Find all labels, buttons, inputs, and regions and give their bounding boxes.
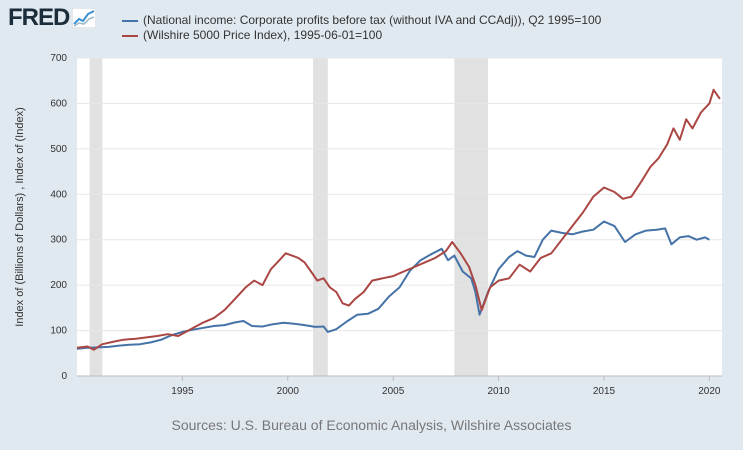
graph-icon (72, 8, 97, 28)
legend-item-wilshire[interactable]: (Wilshire 5000 Price Index), 1995-06-01=… (122, 28, 601, 43)
y-tick-label: 600 (50, 98, 67, 109)
x-tick-label: 2005 (382, 386, 405, 397)
fred-logo-text: FRED (8, 4, 70, 31)
recession-bands (89, 58, 489, 376)
x-axis-ticks: 1995 2000 2005 2010 2015 2020 (171, 376, 721, 397)
recession-band (313, 58, 328, 376)
y-tick-label: 500 (50, 144, 67, 155)
y-tick-label: 200 (50, 280, 67, 291)
y-tick-label: 100 (50, 326, 67, 337)
series-lines (76, 88, 721, 351)
legend-item-corporate-profits[interactable]: (National income: Corporate profits befo… (122, 13, 601, 28)
x-tick-label: 2020 (698, 386, 721, 397)
x-tick-label: 2000 (277, 386, 300, 397)
y-axis-title: Index of (Billions of Dollars) , Index o… (14, 107, 26, 326)
line-chart: 0 100 200 300 400 500 600 700 1995 2000 2005 2010 2… (14, 53, 722, 397)
series-line-2[interactable] (76, 88, 721, 351)
x-tick-label: 2010 (487, 386, 510, 397)
x-tick-label: 2015 (593, 386, 616, 397)
y-tick-label: 0 (61, 371, 67, 382)
x-tick-label: 1995 (171, 386, 194, 397)
series-line-1[interactable] (76, 220, 710, 350)
y-tick-label: 400 (50, 189, 67, 200)
source-note: Sources: U.S. Bureau of Economic Analysi… (171, 417, 572, 433)
y-axis-ticks: 0 100 200 300 400 500 600 700 (50, 53, 67, 382)
grid-lines (77, 57, 722, 377)
recession-band (89, 58, 103, 376)
chart-legend: (National income: Corporate profits befo… (122, 13, 601, 43)
plot-area (77, 58, 722, 376)
y-tick-label: 300 (50, 235, 67, 246)
y-tick-label: 700 (50, 53, 67, 64)
legend-label: (Wilshire 5000 Price Index), 1995-06-01=… (143, 28, 383, 42)
recession-band (454, 58, 489, 376)
legend-swatch-blue (122, 19, 138, 22)
fred-logo[interactable]: FRED (8, 4, 97, 31)
legend-swatch-red (122, 34, 138, 37)
legend-label: (National income: Corporate profits befo… (143, 13, 602, 27)
